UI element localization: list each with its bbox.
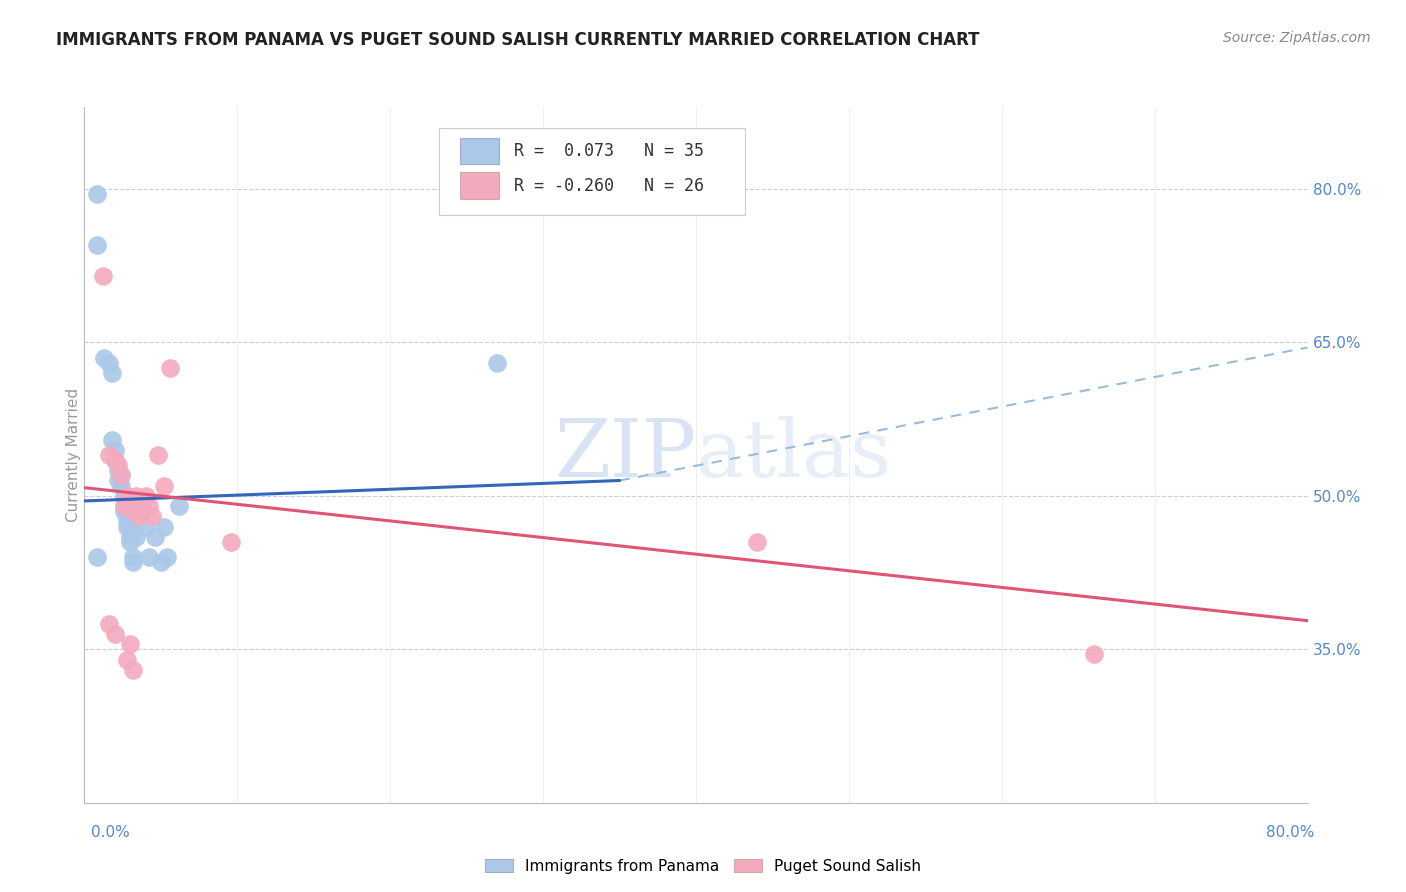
FancyBboxPatch shape (439, 128, 745, 215)
Point (747, 534, 769, 549)
Point (97, 616, 120, 631)
Point (153, 519, 176, 533)
Point (107, 474, 129, 488)
Point (135, 489, 157, 503)
Point (128, 494, 150, 508)
Point (125, 489, 148, 503)
Y-axis label: Currently Married: Currently Married (66, 388, 80, 522)
Text: ZIP: ZIP (554, 416, 696, 494)
Point (112, 489, 135, 503)
Point (110, 478, 132, 492)
Point (101, 433, 124, 447)
Text: atlas: atlas (696, 416, 891, 494)
Point (141, 509, 163, 524)
Point (115, 515, 138, 529)
Legend: Immigrants from Panama, Puget Sound Salish: Immigrants from Panama, Puget Sound Sali… (479, 853, 927, 880)
Text: 80.0%: 80.0% (1267, 825, 1315, 840)
Point (153, 478, 176, 492)
Point (159, 360, 181, 375)
Bar (460, 137, 499, 164)
Text: IMMIGRANTS FROM PANAMA VS PUGET SOUND SALISH CURRENTLY MARRIED CORRELATION CHART: IMMIGRANTS FROM PANAMA VS PUGET SOUND SA… (56, 31, 980, 49)
Point (120, 530, 142, 544)
Point (101, 366, 124, 380)
Point (112, 499, 135, 513)
Point (107, 463, 129, 477)
Point (122, 555, 145, 569)
Point (138, 550, 160, 565)
Point (167, 499, 190, 513)
Point (110, 468, 132, 483)
Point (149, 555, 172, 569)
Point (112, 504, 135, 518)
Point (115, 489, 138, 503)
Point (219, 534, 242, 549)
Point (107, 458, 129, 472)
Point (125, 530, 148, 544)
Point (104, 627, 127, 641)
Point (120, 494, 142, 508)
Text: Source: ZipAtlas.com: Source: ZipAtlas.com (1223, 31, 1371, 45)
Point (131, 504, 153, 518)
Point (115, 652, 138, 666)
Point (86, 186, 108, 201)
Point (1083, 648, 1105, 662)
Point (131, 504, 153, 518)
Point (122, 550, 145, 565)
Point (120, 534, 142, 549)
Point (156, 550, 179, 565)
Point (104, 453, 127, 467)
Point (115, 509, 138, 524)
Point (120, 637, 142, 651)
Point (86, 550, 108, 565)
Point (143, 530, 166, 544)
Text: 0.0%: 0.0% (91, 825, 131, 840)
Point (93, 351, 115, 365)
Point (115, 519, 138, 533)
Text: R = -0.260   N = 26: R = -0.260 N = 26 (513, 177, 704, 194)
Point (104, 453, 127, 467)
Point (97, 448, 120, 462)
Point (138, 499, 160, 513)
Point (122, 663, 145, 677)
Text: R =  0.073   N = 35: R = 0.073 N = 35 (513, 142, 704, 160)
Point (486, 356, 509, 370)
Point (128, 509, 150, 524)
Point (135, 519, 157, 533)
Point (120, 519, 142, 533)
Point (86, 238, 108, 252)
Point (97, 356, 120, 370)
Point (110, 468, 132, 483)
Bar (460, 172, 499, 199)
Point (91, 268, 114, 283)
Point (122, 504, 145, 518)
Point (112, 499, 135, 513)
Point (146, 448, 169, 462)
Point (104, 442, 127, 457)
